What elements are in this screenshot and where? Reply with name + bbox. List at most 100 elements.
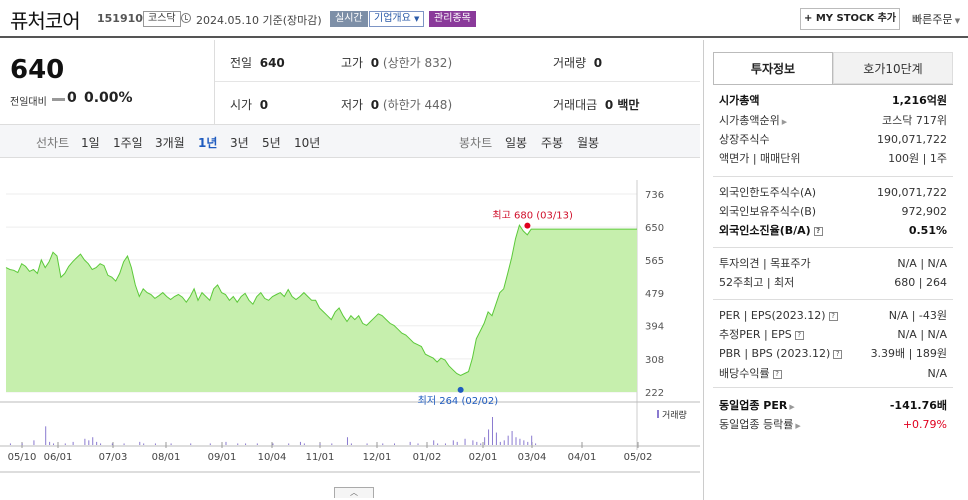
volume-bar	[92, 437, 94, 445]
info-value: 680 | 264	[894, 276, 947, 289]
volume-bar	[96, 441, 98, 445]
tab-1y[interactable]: 1년	[198, 136, 218, 150]
info-key: 외국인한도주식수(A)	[719, 186, 817, 199]
chevron-down-icon: ▼	[952, 17, 961, 25]
help-icon[interactable]: ?	[828, 311, 838, 321]
volume-bar	[288, 443, 290, 445]
volume-bar	[64, 443, 66, 445]
clock-icon	[181, 13, 191, 23]
volume-bar	[366, 443, 368, 445]
volume-bar	[511, 431, 513, 445]
volume-bar	[143, 443, 145, 445]
low-annotation: 최저 264 (02/02)	[418, 395, 499, 407]
volume-bar	[319, 443, 321, 445]
volume-bar	[84, 438, 86, 445]
volume-bar	[495, 432, 497, 445]
price-panel	[0, 40, 215, 124]
x-tick-label: 12/01	[363, 452, 392, 463]
volume-bar	[350, 443, 352, 445]
tab-10y[interactable]: 10년	[294, 136, 321, 150]
tab-1w[interactable]: 1주일	[113, 136, 143, 150]
info-value: 972,902	[901, 205, 948, 218]
volume-bar	[507, 435, 509, 445]
volume-bar	[299, 441, 301, 445]
quick-order-button[interactable]: 빠른주문 ▼	[912, 13, 961, 26]
info-row: 배당수익률? N/A	[719, 365, 947, 383]
info-key: 액면가 | 매매단위	[719, 152, 801, 165]
chevron-right-icon: ▶	[789, 403, 795, 411]
volume-bar	[346, 437, 348, 445]
info-value: 3.39배 | 189원	[870, 347, 947, 360]
help-icon[interactable]: ?	[833, 349, 843, 359]
info-value: -141.76배	[889, 399, 947, 412]
management-badge[interactable]: 관리종목	[429, 11, 476, 27]
x-tick-label: 10/04	[258, 452, 287, 463]
volume-bar	[531, 435, 533, 445]
volume-bar	[452, 440, 454, 445]
info-row: 시가총액 1,216억원	[719, 92, 947, 110]
divider	[713, 176, 953, 177]
info-value: 1,216억원	[891, 94, 947, 107]
help-icon[interactable]: ?	[772, 369, 782, 379]
info-row[interactable]: 동일업종 등락률 ▶ +0.79%	[719, 416, 947, 434]
volume-bar	[499, 441, 501, 445]
volume-bar	[100, 443, 102, 445]
info-row: 추정PER | EPS? N/A | N/A	[719, 326, 947, 344]
volume-bar	[139, 441, 141, 445]
volume: 거래량 0	[553, 56, 603, 70]
flat-change-icon	[52, 98, 65, 101]
volume-bar	[49, 441, 51, 445]
chart-collapse-button[interactable]: ︿	[334, 487, 374, 498]
volume-bar	[9, 443, 11, 445]
volume-bar	[480, 443, 482, 445]
low-marker	[457, 386, 464, 393]
info-row[interactable]: 동일업종 PER ▶ -141.76배	[719, 397, 947, 415]
tab-1d[interactable]: 1일	[81, 136, 100, 150]
volume-bar	[331, 443, 333, 445]
x-tick-label: 06/01	[44, 452, 73, 463]
high-marker	[524, 222, 531, 229]
info-row[interactable]: 시가총액순위 ▶ 코스닥 717위	[719, 112, 947, 130]
investment-info-panel	[713, 84, 953, 440]
chevron-right-icon: ▶	[795, 422, 801, 430]
tab-investment-info[interactable]: 투자정보	[713, 52, 833, 84]
tab-order-book[interactable]: 호가10단계	[833, 52, 953, 84]
price-line	[5, 224, 637, 376]
tab-monthly[interactable]: 월봉	[577, 136, 600, 150]
x-tick-label: 01/02	[413, 452, 442, 463]
x-tick-label: 11/01	[306, 452, 335, 463]
volume-bar	[72, 441, 74, 445]
tab-5y[interactable]: 5년	[262, 136, 281, 150]
divider	[713, 387, 953, 388]
volume-bar	[190, 443, 192, 445]
info-key: 52주최고 | 최저	[719, 276, 795, 289]
market-tag: 코스닥	[143, 11, 181, 27]
info-value: 0.51%	[908, 224, 947, 237]
info-row: 52주최고 | 최저 680 | 264	[719, 274, 947, 292]
volume-bar	[503, 440, 505, 445]
realtime-badge[interactable]: 실시간	[330, 11, 368, 27]
volume-bar	[491, 417, 493, 445]
info-key: 외국인보유주식수(B)	[719, 205, 817, 218]
tab-3y[interactable]: 3년	[230, 136, 249, 150]
info-value: 코스닥 717위	[882, 114, 947, 127]
info-value: N/A | N/A	[897, 328, 947, 341]
high-annotation: 최고 680 (03/13)	[492, 210, 573, 222]
tab-daily[interactable]: 일봉	[505, 136, 528, 150]
volume-bar	[33, 440, 35, 445]
volume-bar	[394, 443, 396, 445]
price-chart[interactable]: 736 650 565 479 394 308 222 05/10 06/01 07/03 08/…	[0, 180, 700, 500]
prev-close: 전일 640	[230, 56, 285, 70]
tab-3m[interactable]: 3개월	[155, 136, 185, 150]
add-mystock-button[interactable]: + MY STOCK 추가	[800, 8, 900, 30]
x-tick-label: 05/02	[624, 452, 653, 463]
change-percent: 0.00%	[84, 90, 133, 106]
help-icon[interactable]: ?	[813, 226, 823, 236]
info-row: PER | EPS(2023.12)? N/A | -43원	[719, 307, 947, 325]
info-row: 외국인한도주식수(A) 190,071,722	[719, 184, 947, 202]
tab-weekly[interactable]: 주봉	[541, 136, 564, 150]
info-value: N/A | -43원	[888, 309, 947, 322]
company-overview-button[interactable]: 기업개요 ▼	[369, 11, 425, 27]
help-icon[interactable]: ?	[794, 330, 804, 340]
volume-bar	[88, 440, 90, 445]
